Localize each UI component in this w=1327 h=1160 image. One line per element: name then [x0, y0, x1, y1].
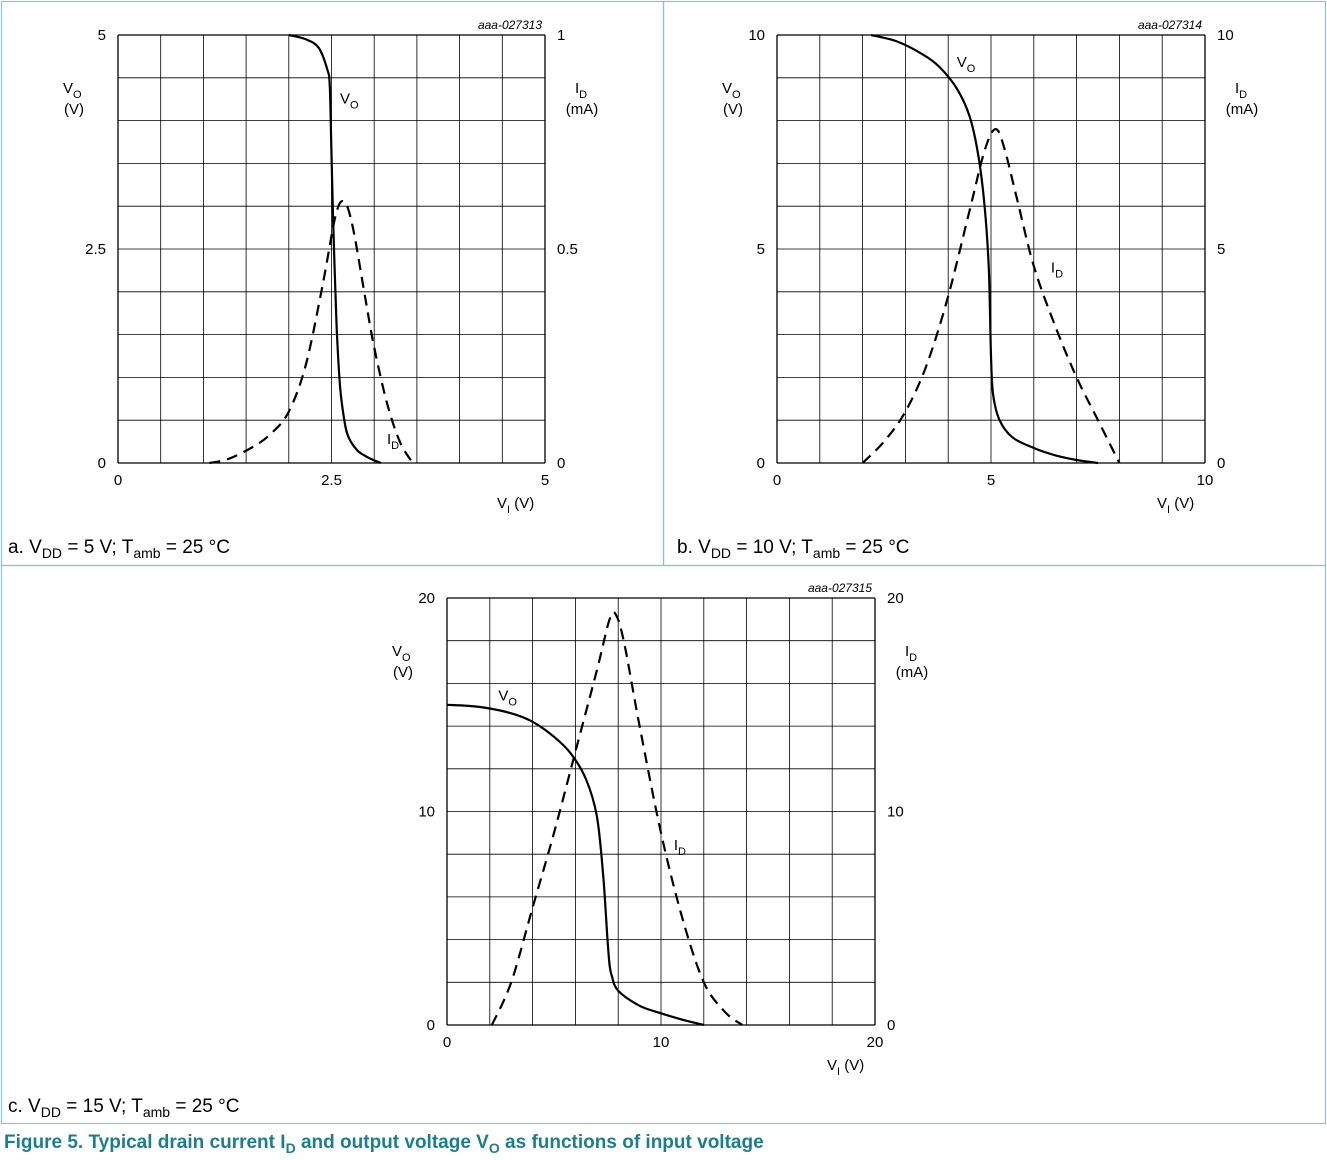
figure-frame [0, 0, 1327, 1125]
x-tick-label: 5 [987, 472, 995, 489]
series-line-id [861, 128, 1121, 464]
y-left-tick-label: 0 [98, 455, 106, 472]
curve-label-id: ID [1051, 260, 1063, 281]
y-right-tick-label: 0 [557, 455, 565, 472]
y-left-axis-title: VO [392, 643, 411, 664]
plot-grid [776, 34, 1206, 464]
y-right-tick-label: 0 [887, 1017, 895, 1034]
x-tick-label: 5 [541, 472, 549, 489]
y-right-tick-label: 1 [557, 27, 565, 44]
y-right-axis-title: ID [575, 80, 587, 101]
y-right-tick-label: 5 [1217, 241, 1225, 258]
caption-b: b. VDD = 10 V; Tamb = 25 °C [677, 537, 910, 561]
x-axis-title: VI (V) [827, 1057, 864, 1078]
chart-id: aaa-027313 [478, 18, 542, 32]
series-line-vo [288, 33, 382, 465]
curve-label-vo: VO [340, 90, 359, 111]
x-tick-label: 0 [773, 472, 781, 489]
y-left-tick-label: 5 [757, 241, 765, 258]
figure-title: Figure 5. Typical drain current ID and o… [4, 1132, 764, 1156]
plot-grid [446, 597, 876, 1026]
y-left-axis-unit: (V) [723, 101, 743, 118]
panel-c-border [0, 564, 1327, 1125]
series-line-id [209, 200, 414, 465]
caption-c: c. VDD = 15 V; Tamb = 25 °C [8, 1096, 239, 1120]
y-right-tick-label: 10 [887, 804, 904, 821]
chart-id: aaa-027315 [808, 581, 872, 595]
curve-label-id: ID [674, 837, 686, 858]
x-tick-label: 0 [114, 472, 122, 489]
y-left-tick-label: 0 [757, 455, 765, 472]
caption-a: a. VDD = 5 V; Tamb = 25 °C [8, 537, 230, 561]
y-left-tick-label: 10 [418, 804, 435, 821]
y-left-tick-label: 5 [98, 27, 106, 44]
series-line-id [490, 611, 743, 1026]
y-right-axis-unit: (mA) [896, 664, 929, 681]
y-left-axis-unit: (V) [393, 664, 413, 681]
y-right-axis-title: ID [1235, 80, 1247, 101]
x-tick-label: 0 [443, 1034, 451, 1051]
y-left-tick-label: 0 [427, 1017, 435, 1034]
y-left-tick-label: 20 [418, 590, 435, 607]
y-right-axis-title: ID [905, 643, 917, 664]
series-line-vo [446, 703, 705, 1027]
x-tick-label: 20 [867, 1034, 884, 1051]
y-left-axis-title: VO [63, 80, 82, 101]
x-tick-label: 10 [653, 1034, 670, 1051]
x-tick-label: 2.5 [321, 472, 342, 489]
x-axis-title: VI (V) [1157, 495, 1194, 516]
y-right-axis-unit: (mA) [566, 101, 599, 118]
y-left-tick-label: 2.5 [85, 241, 106, 258]
x-axis-title: VI (V) [497, 495, 534, 516]
y-left-axis-unit: (V) [64, 101, 84, 118]
y-right-tick-label: 0 [1217, 455, 1225, 472]
y-right-tick-label: 20 [887, 590, 904, 607]
curve-label-vo: VO [498, 687, 517, 708]
plot-grid [117, 34, 546, 464]
curve-label-vo: VO [957, 54, 976, 75]
y-right-axis-unit: (mA) [1226, 101, 1259, 118]
curve-label-id: ID [387, 431, 399, 452]
y-right-tick-label: 10 [1217, 27, 1234, 44]
y-right-tick-label: 0.5 [557, 241, 578, 258]
x-tick-label: 10 [1197, 472, 1214, 489]
chart-id: aaa-027314 [1138, 18, 1202, 32]
y-left-tick-label: 10 [748, 27, 765, 44]
series-line-vo [870, 33, 1099, 465]
y-left-axis-title: VO [722, 80, 741, 101]
